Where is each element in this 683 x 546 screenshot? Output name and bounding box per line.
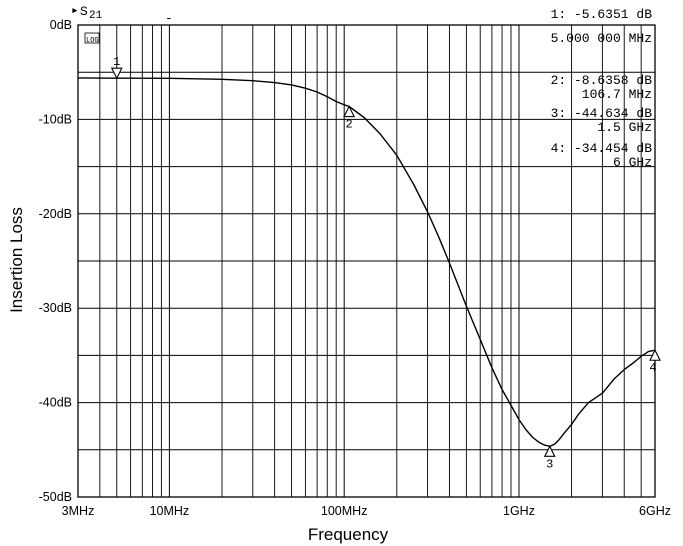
marker-readout-frequency: 6 GHz [613, 155, 652, 170]
marker-readout-4: 4: -34.454 dB6 GHz [551, 141, 653, 170]
marker-readout-value: 1: -5.6351 dB [551, 7, 653, 22]
plot-frame [77, 24, 656, 498]
marker-readout-frequency: 106.7 MHz [582, 87, 652, 102]
x-tick-label: 3MHz [62, 504, 95, 518]
marker-3-triangle [543, 445, 556, 457]
marker-4-label: 4 [649, 361, 656, 375]
marker-readout-frequency: 1.5 GHz [597, 120, 652, 135]
y-tick-label: -40dB [39, 396, 72, 410]
x-tick-label: 6GHz [639, 504, 671, 518]
trace-format-badge: LOG [84, 32, 100, 45]
marker-1: 1 [110, 55, 123, 80]
x-axis-title: Frequency [308, 525, 389, 544]
x-tick-label: 100MHz [321, 504, 368, 518]
marker-readout-1: 1: -5.6351 dB 5.000 000 MHz [551, 7, 653, 46]
marker-3-label: 3 [546, 457, 553, 471]
reference-dash: - [165, 11, 173, 26]
series-line-s21 [77, 77, 656, 447]
marker-3: 3 [543, 445, 556, 471]
marker-layer: 1 2 3 4 [110, 55, 661, 471]
marker-readout-value: 4: -34.454 dB [551, 141, 653, 156]
trace-label-sub: 21 [89, 10, 103, 22]
marker-readout-value: 2: -8.6358 dB [551, 73, 653, 88]
y-tick-label: -30dB [39, 301, 72, 315]
marker-2-label: 2 [346, 118, 353, 132]
y-tick-label: -50dB [39, 490, 72, 504]
y-tick-label: -10dB [39, 112, 72, 126]
trace-format-text: LOG [86, 37, 99, 45]
trace-label: ▸ S 21 - [71, 3, 173, 26]
marker-1-triangle [110, 67, 123, 80]
x-tick-label: 10MHz [150, 504, 190, 518]
trace-layer [77, 77, 656, 447]
marker-4-triangle [649, 349, 661, 361]
grid [77, 24, 656, 498]
marker-2-triangle [343, 105, 356, 118]
marker-readout-value: 3: -44.634 dB [551, 106, 653, 121]
y-tick-label: 0dB [50, 18, 72, 32]
marker-4: 4 [649, 349, 661, 375]
marker-readout-3: 3: -44.634 dB1.5 GHz [551, 106, 653, 135]
marker-2: 2 [343, 105, 356, 132]
x-tick-label: 1GHz [503, 504, 535, 518]
trace-label-main: S [80, 4, 88, 19]
y-tick-label: -20dB [39, 207, 72, 221]
marker-readout-frequency: 5.000 000 MHz [551, 31, 652, 46]
marker-1-label: 1 [113, 55, 120, 69]
y-axis-title: Insertion Loss [7, 207, 26, 313]
trace-pointer-icon: ▸ [71, 3, 79, 18]
